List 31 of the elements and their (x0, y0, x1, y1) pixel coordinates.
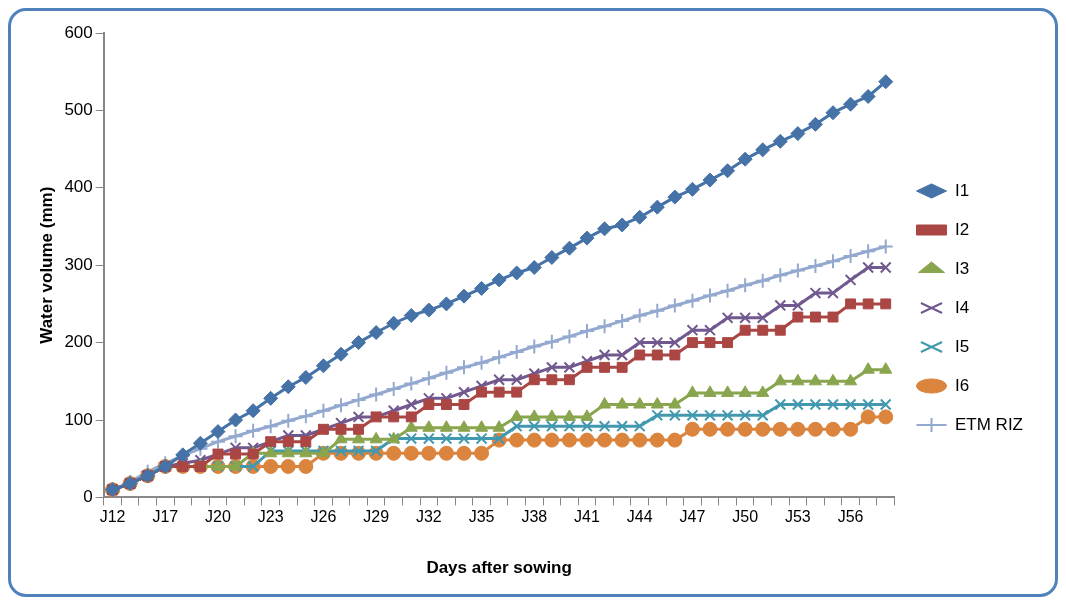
x-tick-label: J56 (837, 508, 864, 526)
x-tick-label: J38 (521, 508, 548, 526)
x-tick-label: J50 (732, 508, 759, 526)
x-tick-label: J35 (468, 508, 495, 526)
x-tick-label: J26 (310, 508, 337, 526)
x-tick-label: J23 (257, 508, 284, 526)
x-tick-label: J53 (784, 508, 811, 526)
legend-label: I5 (955, 336, 970, 356)
y-tick-label: 300 (64, 254, 93, 274)
x-axis-title: Days after sowing (426, 558, 572, 578)
y-tick-label: 100 (64, 409, 93, 429)
legend-label: I4 (955, 297, 970, 317)
x-tick-label: J17 (152, 508, 179, 526)
x-tick-label: J29 (363, 508, 390, 526)
y-tick-label: 400 (64, 177, 93, 197)
x-tick-label: J32 (415, 508, 442, 526)
y-tick-label: 500 (64, 100, 93, 120)
y-axis-title: Water volume (mm) (36, 186, 56, 344)
legend-label: I1 (955, 180, 970, 200)
x-tick-label: J12 (99, 508, 126, 526)
x-tick-label: J47 (679, 508, 706, 526)
legend-label: I3 (955, 258, 970, 278)
y-tick-label: 0 (83, 487, 93, 507)
x-tick-label: J44 (626, 508, 653, 526)
legend-label: I2 (955, 219, 970, 239)
y-tick-label: 600 (64, 22, 93, 42)
legend-label: I6 (955, 375, 970, 395)
x-tick-label: J41 (574, 508, 600, 526)
legend-label: ETM RIZ (955, 414, 1024, 434)
y-tick-label: 200 (64, 332, 93, 352)
x-tick-label: J20 (205, 508, 231, 526)
